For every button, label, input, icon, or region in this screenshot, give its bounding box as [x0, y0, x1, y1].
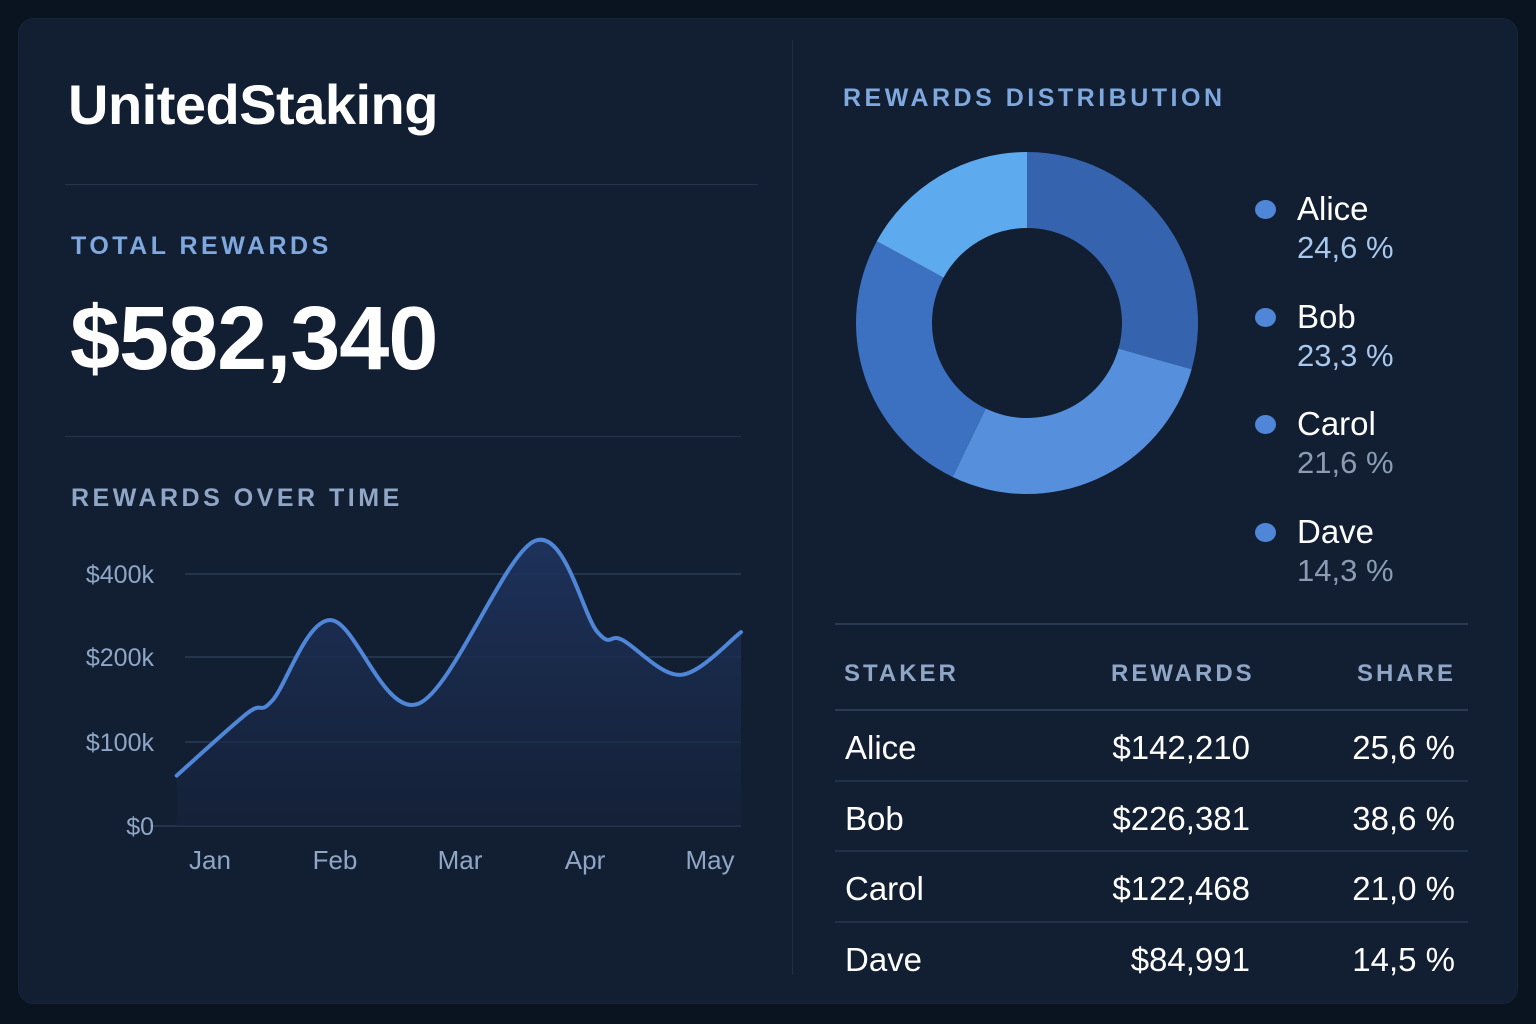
- y-tick-label: $400k: [86, 561, 155, 589]
- legend-percent: 14,3 %: [1297, 552, 1394, 588]
- area-fill: [176, 539, 741, 826]
- x-tick-label: Jan: [189, 845, 231, 875]
- cell-rewards: $84,991: [1130, 940, 1250, 978]
- rewards-over-time-title: REWARDS OVER TIME: [71, 484, 403, 512]
- y-tick-label: $0: [126, 813, 154, 841]
- column-header-rewards[interactable]: REWARDS: [1111, 660, 1255, 687]
- donut-slice-alice[interactable]: [1027, 152, 1198, 370]
- divider: [835, 623, 1468, 625]
- legend-percent: 21,6 %: [1297, 445, 1394, 480]
- legend-percent: 23,3 %: [1297, 337, 1394, 373]
- legend-dot-icon: [1255, 522, 1276, 542]
- divider: [65, 184, 758, 185]
- column-header-staker[interactable]: STAKER: [844, 660, 959, 687]
- total-rewards-label: TOTAL REWARDS: [71, 232, 332, 260]
- cell-staker: Carol: [845, 870, 924, 907]
- rewards-distribution-title: REWARDS DISTRIBUTION: [843, 84, 1226, 112]
- y-tick-label: $100k: [86, 729, 155, 757]
- x-tick-label: May: [685, 845, 734, 875]
- column-header-share[interactable]: SHARE: [1357, 660, 1457, 687]
- legend-dot-icon: [1255, 200, 1276, 219]
- cell-share: 14,5 %: [1352, 940, 1455, 978]
- table-row[interactable]: Bob $226,381 38,6 %: [835, 779, 1468, 851]
- cell-rewards: $122,468: [1112, 870, 1250, 907]
- series-line: [174, 537, 743, 778]
- donut-slice-carol[interactable]: [856, 241, 986, 477]
- cell-staker: Bob: [845, 799, 904, 837]
- donut-slice-dave[interactable]: [876, 152, 1027, 278]
- x-tick-label: Feb: [313, 845, 358, 875]
- y-tick-label: $200k: [86, 644, 155, 672]
- divider: [65, 436, 741, 437]
- legend-dot-icon: [1255, 415, 1276, 434]
- table-row[interactable]: Alice $142,210 25,6 %: [835, 709, 1468, 780]
- legend-dot-icon: [1255, 307, 1276, 327]
- legend-name: Bob: [1297, 297, 1356, 335]
- cell-rewards: $142,210: [1112, 729, 1250, 766]
- app-title: UnitedStaking: [68, 73, 438, 136]
- cell-staker: Dave: [845, 940, 923, 978]
- legend-name: Dave: [1297, 512, 1375, 550]
- legend-name: Alice: [1297, 190, 1369, 227]
- rewards-donut-chart: [856, 152, 1198, 494]
- cell-rewards: $226,381: [1112, 799, 1250, 837]
- x-tick-label: Apr: [565, 845, 606, 875]
- cell-share: 38,6 %: [1352, 799, 1455, 837]
- table-row[interactable]: Carol $122,468 21,0 %: [835, 850, 1468, 921]
- x-tick-label: Mar: [438, 845, 483, 875]
- cell-staker: Alice: [845, 729, 917, 766]
- dashboard-card: [18, 18, 1518, 1004]
- rewards-line-chart: $0 $100k $200k $400k Jan Feb Mar Apr May: [86, 537, 743, 875]
- legend-name: Carol: [1297, 405, 1376, 442]
- legend-percent: 24,6 %: [1297, 230, 1394, 265]
- total-rewards-value: $582,340: [70, 289, 438, 389]
- vertical-divider: [792, 40, 793, 975]
- cell-share: 25,6 %: [1352, 729, 1455, 766]
- cell-share: 21,0 %: [1352, 870, 1455, 907]
- donut-slice-bob[interactable]: [952, 348, 1192, 494]
- table-row[interactable]: Dave $84,991 14,5 %: [835, 920, 1468, 992]
